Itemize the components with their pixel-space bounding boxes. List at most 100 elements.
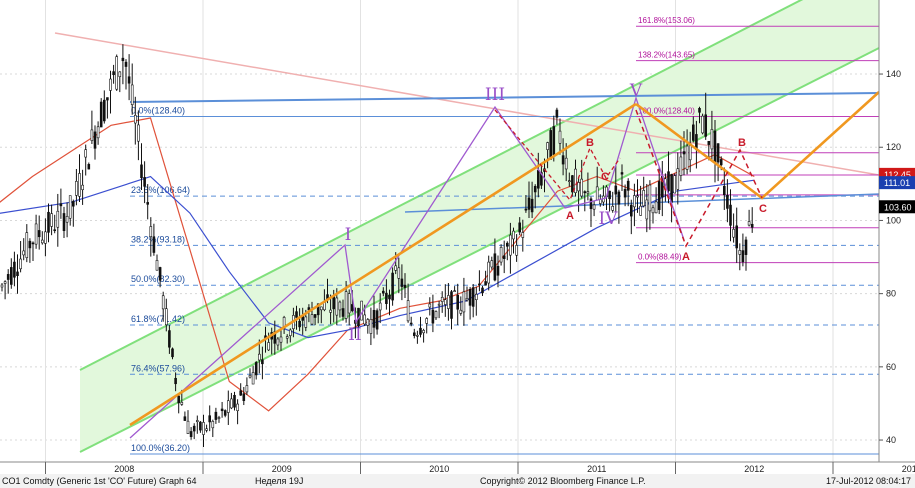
price-bar-body xyxy=(416,334,419,337)
price-bar-body xyxy=(422,330,425,334)
price-bar-body xyxy=(509,234,512,256)
price-bar-body xyxy=(533,185,537,193)
price-bar-body xyxy=(186,420,190,434)
price-bar-body xyxy=(651,207,655,214)
price-bar-body xyxy=(239,390,242,396)
price-bar-body xyxy=(478,283,481,286)
price-bar-body xyxy=(530,198,534,213)
price-bar-body xyxy=(16,271,19,276)
wave-label-III: III xyxy=(485,85,505,105)
price-bar-body xyxy=(211,421,215,429)
x-tick-label: 2011 xyxy=(587,464,606,474)
price-bar-body xyxy=(608,190,611,200)
price-bar-body xyxy=(381,290,385,294)
price-bar-body xyxy=(558,130,562,144)
fib-ret-label: 38.2%(93.18) xyxy=(131,234,185,244)
price-bar-body xyxy=(738,250,742,255)
price-bar-body xyxy=(704,114,708,137)
price-bar-body xyxy=(28,240,32,249)
price-bar-body xyxy=(208,415,211,423)
price-bar-body xyxy=(518,222,522,233)
x-tick-label: 2013 xyxy=(902,464,915,474)
right-axis-bg xyxy=(879,0,915,462)
price-bar-body xyxy=(143,177,146,187)
price-bar-body xyxy=(400,278,404,287)
price-bar-body xyxy=(171,348,174,358)
price-bar-body xyxy=(580,178,584,197)
price-bar-body xyxy=(59,203,63,207)
price-bar-body xyxy=(450,291,453,319)
price-bar-body xyxy=(564,157,568,170)
price-bar-body xyxy=(298,320,301,328)
period-label: Неделя 19J xyxy=(255,476,303,486)
fib-ret-label: 76.4%(57.96) xyxy=(131,363,185,373)
price-bar-body xyxy=(679,156,683,176)
price-bar-body xyxy=(589,198,593,210)
price-bar-body xyxy=(750,223,754,228)
price-bar-body xyxy=(629,204,633,217)
blue-mid-trendline xyxy=(404,193,880,213)
y-tick-label: 120 xyxy=(886,142,901,152)
price-bar-body xyxy=(205,428,208,431)
price-bar-body xyxy=(527,197,531,210)
x-tick-label: 2012 xyxy=(744,464,764,474)
price-bar-body xyxy=(276,338,280,346)
price-bar-body xyxy=(180,401,184,405)
price-bar-body xyxy=(319,306,323,311)
price-bar-body xyxy=(112,71,115,76)
price-bar-body xyxy=(419,327,422,335)
price-bar-body xyxy=(434,311,438,319)
price-bar-body xyxy=(471,287,475,307)
price-bar-body xyxy=(654,201,658,214)
fib-ext-label: 138.2%(143.65) xyxy=(638,51,695,60)
price-bar-body xyxy=(31,242,35,245)
abc-label-B: B xyxy=(738,137,746,149)
price-bar-body xyxy=(552,126,556,156)
price-tag-box xyxy=(879,200,915,214)
price-bar-body xyxy=(245,385,249,393)
price-bar-body xyxy=(574,168,577,193)
price-bar-body xyxy=(397,267,401,279)
price-bar-body xyxy=(732,228,735,238)
price-bars xyxy=(0,44,754,448)
price-bar-body xyxy=(65,216,69,223)
price-bar-body xyxy=(716,143,720,163)
price-bar-body xyxy=(254,362,258,376)
price-bar-body xyxy=(626,180,630,191)
price-bar-body xyxy=(375,310,379,330)
price-bar-body xyxy=(335,297,339,316)
price-bar-body xyxy=(645,199,649,220)
price-bar-body xyxy=(40,239,44,244)
abc-label-C: C xyxy=(759,203,767,215)
price-bar-body xyxy=(3,281,7,284)
price-bar-body xyxy=(667,171,670,192)
price-bar-body xyxy=(242,393,246,401)
price-bar-body xyxy=(447,295,450,309)
price-bar-body xyxy=(189,431,193,438)
fib-ret-label: 0.0%(128.40) xyxy=(131,105,185,115)
abc-label-A: A xyxy=(682,251,690,263)
long-term-resistance-line xyxy=(54,32,880,176)
price-bar-body xyxy=(338,301,342,311)
price-bar-body xyxy=(633,195,636,208)
price-bar-body xyxy=(468,289,472,306)
price-bar-body xyxy=(595,186,599,201)
price-bar-body xyxy=(22,250,26,256)
price-bar-body xyxy=(406,300,410,322)
price-bar-body xyxy=(174,377,177,385)
price-bar-body xyxy=(295,311,298,318)
price-bar-body xyxy=(313,314,317,318)
price-bar-body xyxy=(691,124,695,141)
y-tick-label: 100 xyxy=(886,215,901,225)
price-bar-body xyxy=(93,131,97,149)
price-bar-body xyxy=(50,213,53,227)
blue-top-trendline xyxy=(129,92,880,103)
price-bar-body xyxy=(524,208,528,211)
price-bar-body xyxy=(391,272,394,301)
price-bar-body xyxy=(505,242,509,247)
x-tick-label: 2010 xyxy=(429,464,449,474)
fib-ret-label: 61.8%(71.42) xyxy=(131,314,185,324)
